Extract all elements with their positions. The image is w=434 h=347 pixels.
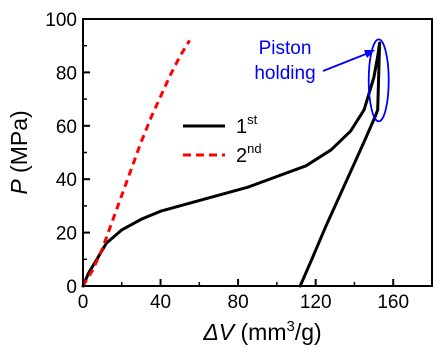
y-tick-label: 60 — [56, 117, 77, 138]
x-axis-unit-sup: 3 — [286, 318, 294, 335]
x-tick-label: 80 — [228, 292, 249, 313]
x-tick-label: 40 — [150, 292, 171, 313]
y-tick-label: 0 — [66, 277, 77, 298]
annotation-text-line1: Piston — [259, 38, 312, 59]
x-axis-unit-pre: (mm — [234, 319, 286, 345]
y-tick-label: 20 — [56, 224, 77, 245]
series-line-1st — [81, 41, 382, 288]
y-tick-label: 100 — [45, 10, 77, 31]
x-tick-label: 120 — [300, 292, 332, 313]
annotation-text-line2: holding — [254, 63, 315, 84]
legend-label-1st: 1st — [236, 112, 258, 138]
x-axis-unit-post: /g) — [295, 319, 322, 345]
y-axis-title: P (MPa) — [6, 110, 32, 194]
x-tick-label: 160 — [377, 292, 409, 313]
y-axis-unit: (MPa) — [6, 110, 32, 179]
annotation-arrow-shaft — [322, 51, 372, 72]
y-tick-label: 40 — [56, 170, 77, 191]
x-tick-label: 0 — [78, 292, 89, 313]
legend-label-2nd: 2nd — [236, 141, 262, 167]
x-axis-symbol: ΔV — [202, 319, 236, 345]
x-axis-title: ΔV (mm3/g) — [202, 318, 321, 345]
series-line-2nd — [81, 39, 191, 287]
legend: 1st 2nd — [183, 112, 262, 167]
annotation: Piston holding — [254, 38, 390, 123]
y-axis-symbol: P — [6, 179, 32, 195]
annotation-arrow-head — [364, 50, 375, 58]
y-tick-label: 80 — [56, 63, 77, 84]
annotation-ellipse — [367, 38, 390, 123]
